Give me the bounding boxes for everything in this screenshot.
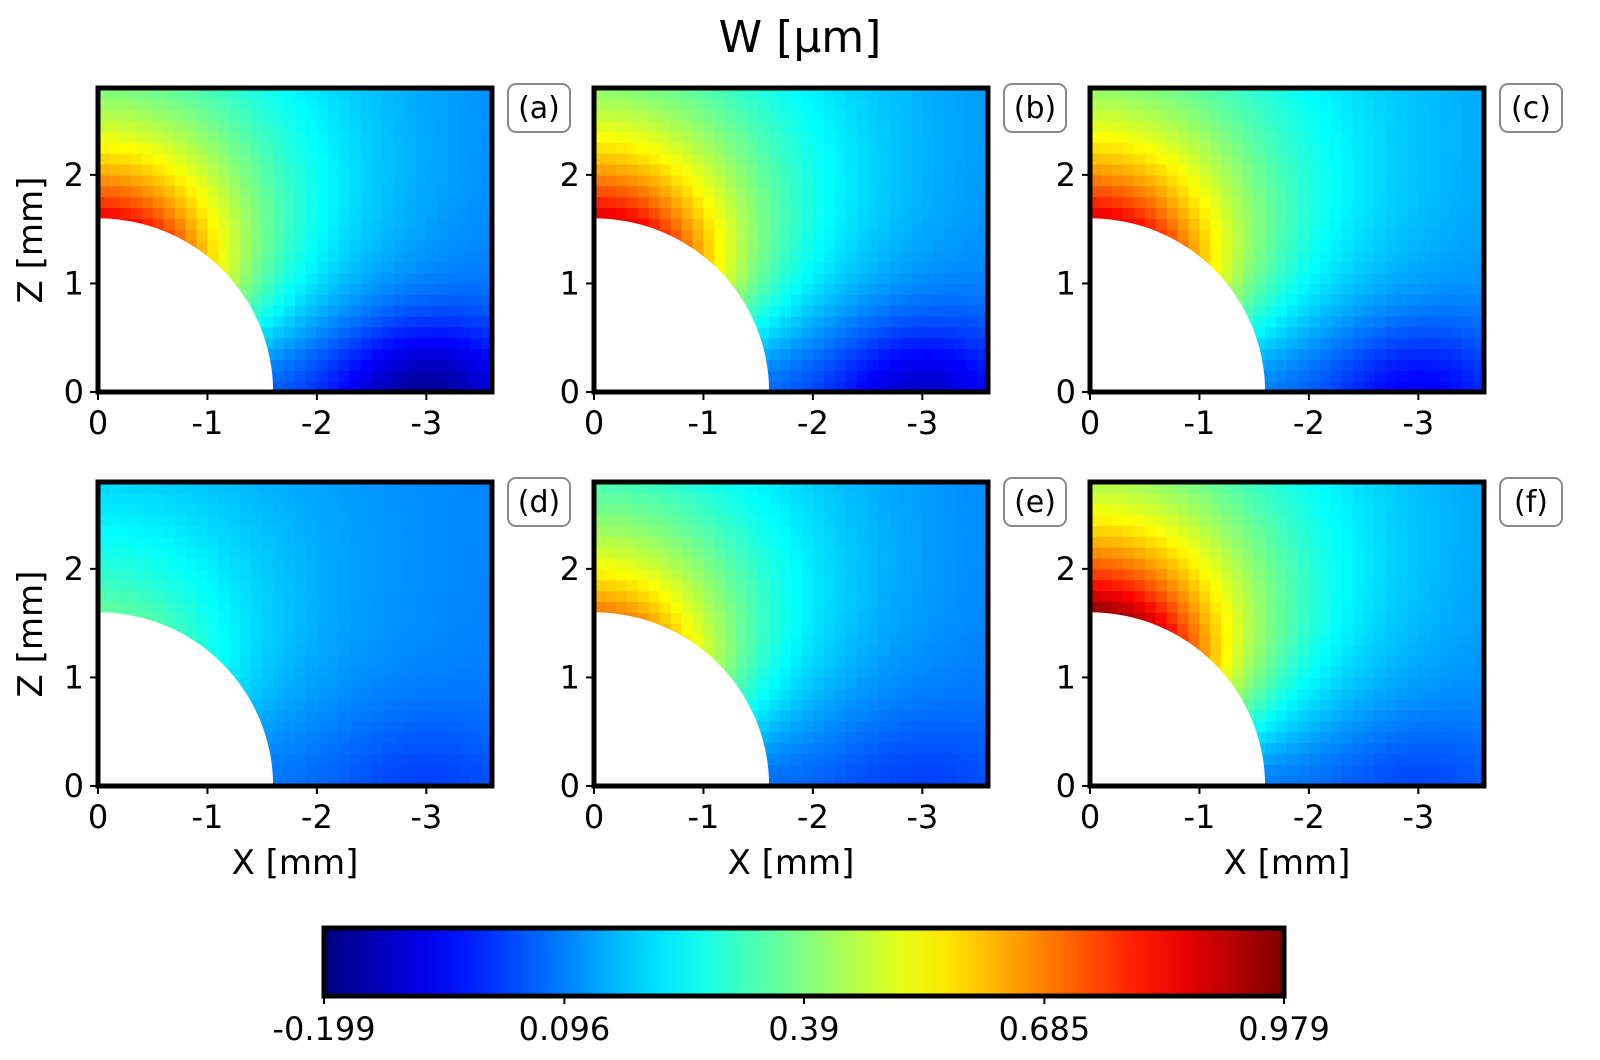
x-tick-label: -2 (1293, 798, 1325, 836)
y-tick-label: 0 (560, 767, 580, 805)
x-tick-label: 0 (584, 404, 604, 442)
x-tick-label: -1 (1183, 798, 1215, 836)
x-tick-label: -3 (1402, 404, 1434, 442)
panel-e: 0 -1 -2 -3 0 1 2 X [mm] (e) (560, 477, 1067, 883)
y-tick-label: 1 (1056, 264, 1076, 302)
x-tick-label: -1 (191, 404, 223, 442)
panel-label: (b) (1014, 91, 1056, 126)
panel-label-box (1003, 83, 1067, 133)
hole-region (1090, 218, 1266, 392)
panel-label-box (1499, 83, 1563, 133)
x-axis-label: X [mm] (232, 843, 359, 883)
x-tick-label: 0 (88, 798, 108, 836)
axes-frame (1087, 85, 1487, 395)
x-tick-label: -3 (1402, 798, 1434, 836)
colorbar-tick-label: -0.199 (272, 1010, 375, 1048)
colorbar-tick-label: 0.685 (999, 1010, 1091, 1048)
y-tick-label: 2 (1056, 156, 1076, 194)
x-tick-label: -3 (410, 798, 442, 836)
y-tick-label: 1 (64, 658, 84, 696)
axes-frame (95, 85, 495, 395)
colorbar-tick-label: 0.979 (1238, 1010, 1330, 1048)
x-tick-label: -3 (906, 798, 938, 836)
x-tick-label: 0 (88, 404, 108, 442)
x-tick-label: 0 (1080, 404, 1100, 442)
panel-b: 0 -1 -2 -3 0 1 2 (b) (560, 83, 1067, 442)
panel-a: 0 -1 -2 -3 0 1 2 Z [mm] (a) (11, 83, 571, 442)
y-tick-label: 2 (64, 156, 84, 194)
panel-label-box (507, 83, 571, 133)
y-tick-label: 0 (560, 373, 580, 411)
colorbar-ticks: -0.199 0.096 0.39 0.685 0.979 (272, 996, 1330, 1048)
panel-label-box (1499, 477, 1563, 527)
chart-title: W [μm] (719, 12, 882, 63)
x-axis-label: X [mm] (728, 843, 855, 883)
x-tick-label: 0 (1080, 798, 1100, 836)
y-tick-label: 1 (560, 264, 580, 302)
panel-label-box (507, 477, 571, 527)
hole-region (98, 612, 274, 786)
x-tick-label: -1 (191, 798, 223, 836)
y-axis-label: Z [mm] (11, 177, 51, 304)
y-tick-label: 2 (1056, 550, 1076, 588)
panel-c: 0 -1 -2 -3 0 1 2 (c) (1056, 83, 1563, 442)
y-tick-label: 2 (64, 550, 84, 588)
colorbar-tick-label: 0.096 (519, 1010, 611, 1048)
hole-region (594, 612, 770, 786)
axes-frame (591, 85, 991, 395)
x-tick-label: -2 (301, 404, 333, 442)
axes-frame (95, 479, 495, 789)
x-tick-label: -1 (1183, 404, 1215, 442)
y-tick-label: 2 (560, 156, 580, 194)
y-tick-label: 0 (64, 373, 84, 411)
panel-label: (a) (518, 91, 560, 126)
x-tick-label: 0 (584, 798, 604, 836)
y-tick-label: 1 (64, 264, 84, 302)
x-tick-label: -3 (906, 404, 938, 442)
panel-label: (e) (1014, 485, 1056, 520)
x-tick-label: -1 (687, 404, 719, 442)
y-tick-label: 0 (1056, 767, 1076, 805)
panel-label: (c) (1511, 91, 1551, 126)
axes-frame (1087, 479, 1487, 789)
hole-region (594, 218, 770, 392)
axes-frame (591, 479, 991, 789)
x-axis-label: X [mm] (1224, 843, 1351, 883)
y-tick-label: 1 (560, 658, 580, 696)
hole-region (1090, 612, 1266, 786)
colorbar: -0.199 0.096 0.39 0.685 0.979 (272, 925, 1330, 1048)
panel-label: (d) (518, 485, 560, 520)
y-tick-label: 2 (560, 550, 580, 588)
y-tick-label: 0 (64, 767, 84, 805)
x-tick-label: -1 (687, 798, 719, 836)
panel-d: 0 -1 -2 -3 0 1 2 Z [mm] X [mm] (d) (11, 477, 571, 883)
x-tick-label: -2 (301, 798, 333, 836)
x-tick-label: -2 (1293, 404, 1325, 442)
x-tick-label: -2 (797, 404, 829, 442)
y-tick-label: 1 (1056, 658, 1076, 696)
x-tick-label: -3 (410, 404, 442, 442)
colorbar-gradient (324, 928, 1284, 996)
panel-f: 0 -1 -2 -3 0 1 2 X [mm] (f) (1056, 477, 1563, 883)
x-tick-label: -2 (797, 798, 829, 836)
panel-label-box (1003, 477, 1067, 527)
y-axis-label: Z [mm] (11, 571, 51, 698)
hole-region (98, 218, 274, 392)
panel-label: (f) (1514, 485, 1548, 520)
y-tick-label: 0 (1056, 373, 1076, 411)
colorbar-tick-label: 0.39 (768, 1010, 839, 1048)
